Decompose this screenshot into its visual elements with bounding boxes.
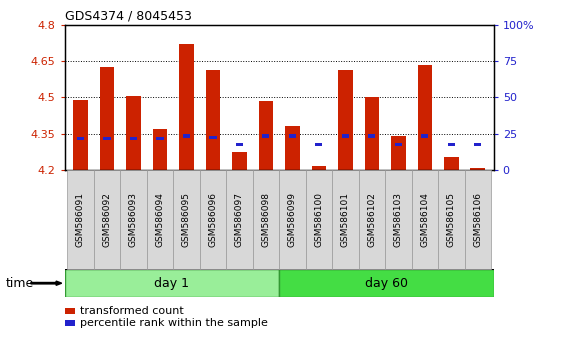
- Text: time: time: [6, 277, 34, 290]
- Bar: [183, 135, 190, 138]
- Text: GSM586094: GSM586094: [155, 192, 164, 247]
- Text: GSM586106: GSM586106: [473, 192, 482, 247]
- Text: GSM586099: GSM586099: [288, 192, 297, 247]
- Text: GSM586093: GSM586093: [129, 192, 138, 247]
- Text: day 60: day 60: [365, 277, 408, 290]
- Text: transformed count: transformed count: [80, 306, 184, 316]
- Bar: [338, 69, 353, 170]
- Bar: [279, 269, 494, 297]
- Bar: [130, 137, 137, 140]
- Bar: [262, 135, 269, 138]
- Bar: [77, 137, 84, 140]
- Text: GSM586102: GSM586102: [367, 192, 376, 247]
- Bar: [209, 136, 217, 139]
- Bar: [100, 67, 114, 170]
- Bar: [179, 44, 194, 170]
- Text: percentile rank within the sample: percentile rank within the sample: [80, 318, 268, 328]
- Text: GSM586095: GSM586095: [182, 192, 191, 247]
- Text: GSM586097: GSM586097: [235, 192, 244, 247]
- Bar: [448, 143, 455, 146]
- Bar: [205, 69, 220, 170]
- Bar: [368, 135, 375, 138]
- Text: GSM586098: GSM586098: [261, 192, 270, 247]
- Bar: [285, 126, 300, 170]
- Bar: [157, 137, 163, 140]
- Bar: [289, 135, 296, 138]
- Bar: [126, 96, 141, 170]
- Text: GSM586101: GSM586101: [341, 192, 350, 247]
- Text: day 1: day 1: [154, 277, 189, 290]
- Bar: [474, 143, 481, 146]
- Text: GSM586103: GSM586103: [394, 192, 403, 247]
- Bar: [311, 166, 326, 170]
- Text: GSM586092: GSM586092: [103, 192, 112, 247]
- Bar: [259, 101, 273, 170]
- Bar: [103, 137, 111, 140]
- Bar: [471, 167, 485, 170]
- Bar: [444, 156, 458, 170]
- Bar: [73, 100, 88, 170]
- Bar: [315, 143, 323, 146]
- Text: GSM586096: GSM586096: [208, 192, 217, 247]
- Bar: [232, 152, 247, 170]
- Bar: [391, 136, 406, 170]
- Bar: [65, 269, 279, 297]
- Text: GSM586104: GSM586104: [420, 192, 429, 247]
- Bar: [417, 65, 432, 170]
- Bar: [236, 143, 243, 146]
- Bar: [395, 143, 402, 146]
- Bar: [365, 97, 379, 170]
- Bar: [342, 135, 349, 138]
- Text: GSM586105: GSM586105: [447, 192, 456, 247]
- Text: GSM586100: GSM586100: [314, 192, 323, 247]
- Text: GDS4374 / 8045453: GDS4374 / 8045453: [65, 9, 191, 22]
- Text: GSM586091: GSM586091: [76, 192, 85, 247]
- Bar: [153, 129, 167, 170]
- Bar: [421, 135, 429, 138]
